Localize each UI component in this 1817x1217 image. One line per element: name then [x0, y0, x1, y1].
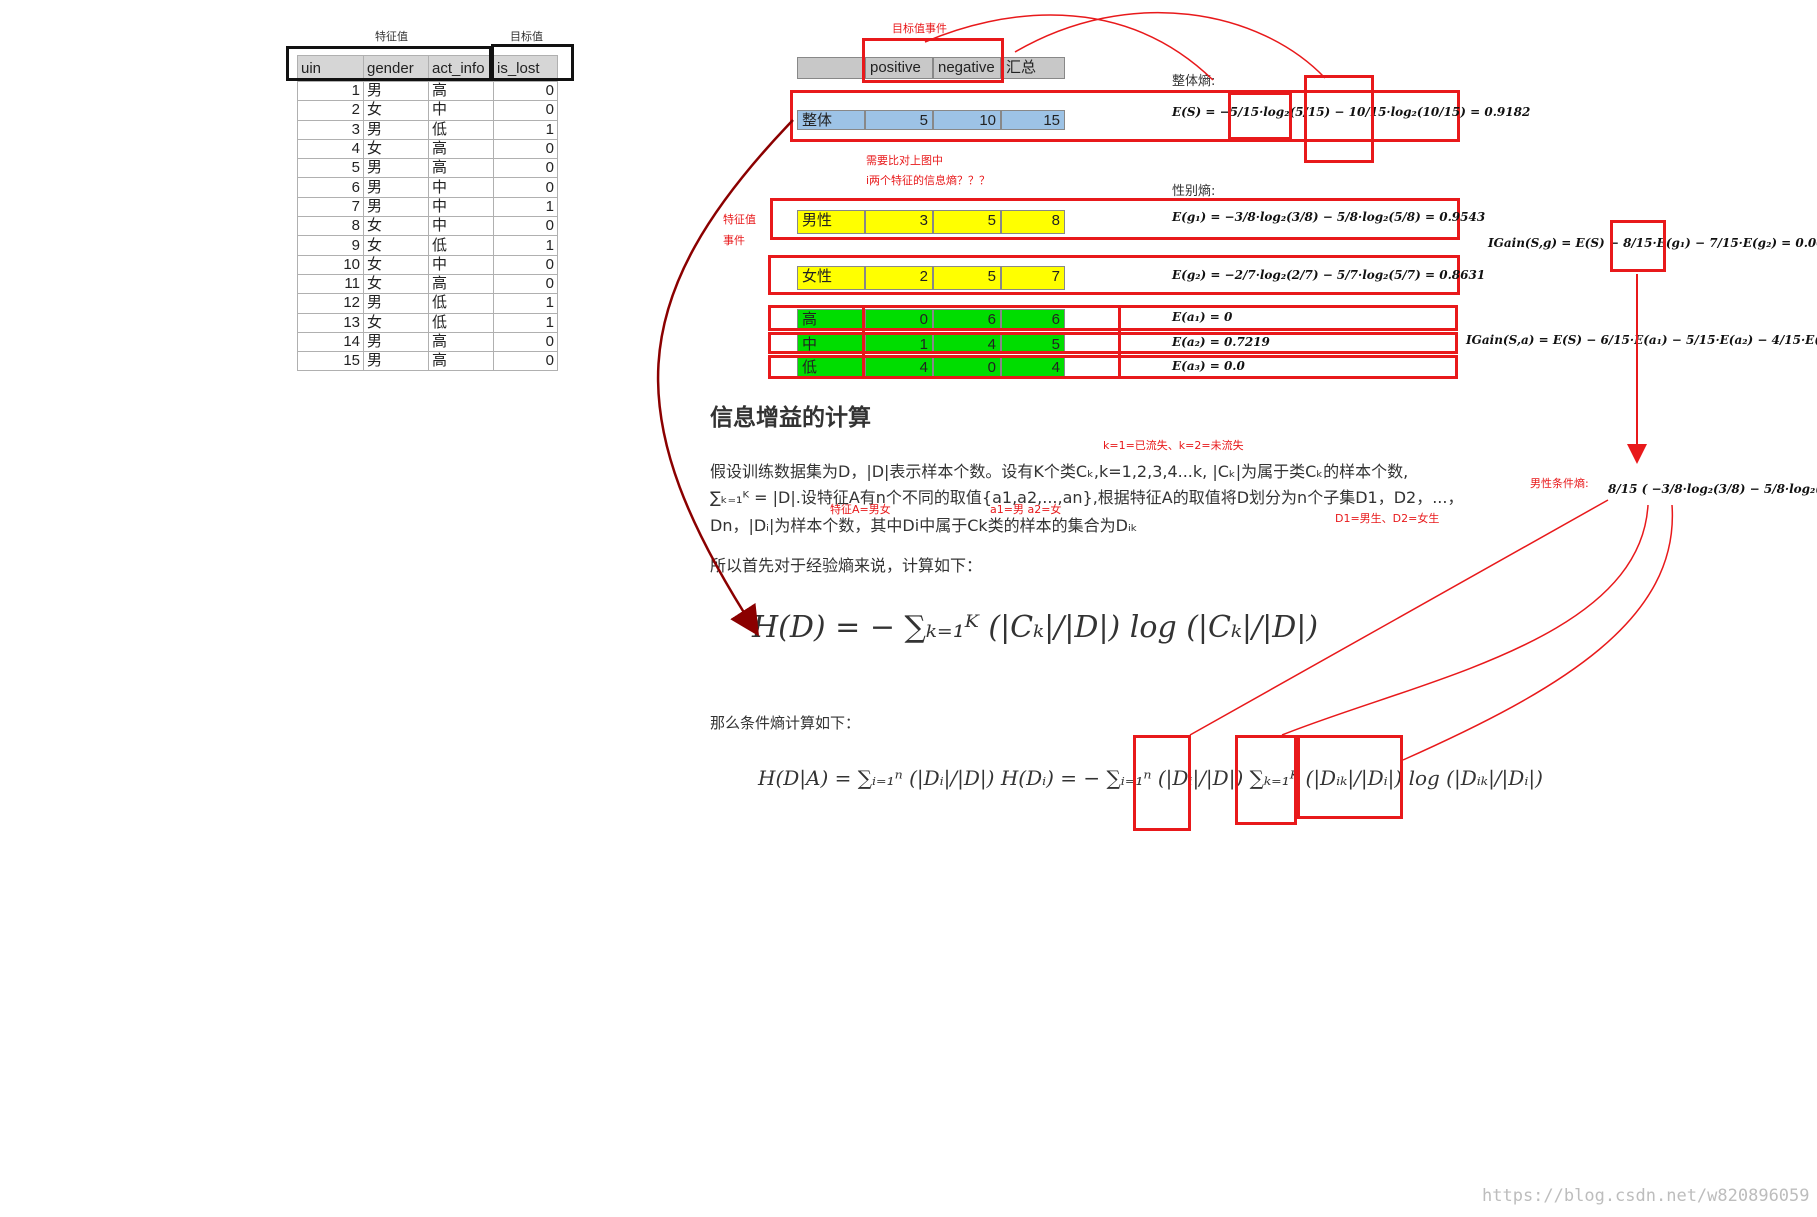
arrow-overall-to-entropy-formula [658, 120, 793, 630]
arc-negative-to-term2 [1015, 13, 1325, 78]
line-di-to-weight [1190, 500, 1608, 735]
line-dik-to-fraction [1282, 505, 1648, 735]
watermark: https://blog.csdn.net/w820896059 [1482, 1186, 1810, 1206]
arc-positive-to-term1 [925, 15, 1213, 80]
line-log-to-log-term [1403, 505, 1672, 760]
